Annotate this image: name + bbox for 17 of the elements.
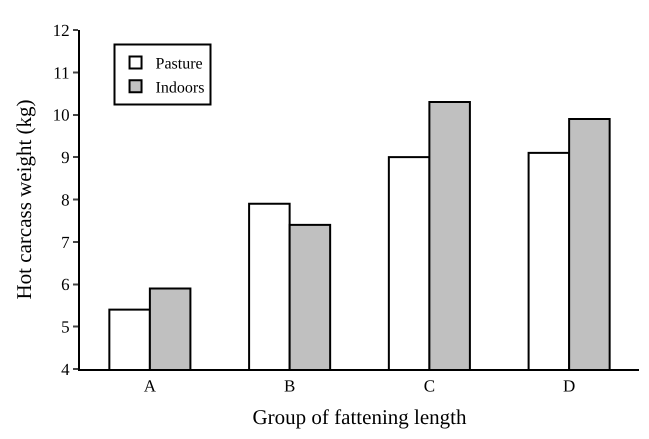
- x-tick-label: B: [284, 376, 296, 396]
- x-axis-title: Group of fattening length: [252, 405, 468, 430]
- y-tick-label: 11: [53, 63, 70, 82]
- x-tick-label: C: [424, 376, 436, 396]
- legend-label: Indoors: [156, 80, 204, 96]
- legend-label: Pasture: [156, 56, 203, 73]
- x-tick-label: D: [562, 376, 576, 396]
- y-tick-label: 5: [61, 318, 70, 337]
- y-tick-label: 4: [61, 360, 70, 379]
- y-axis-title: Hot carcass weight (kg): [12, 99, 36, 300]
- y-tick-label: 12: [52, 20, 70, 40]
- x-tick-label: A: [144, 376, 157, 396]
- y-tick-label: 7: [61, 232, 70, 252]
- y-tick-label: 9: [61, 148, 70, 168]
- y-tick-label: 8: [61, 190, 70, 210]
- y-tick-label: 6: [61, 275, 70, 294]
- y-tick-label: 10: [52, 106, 70, 125]
